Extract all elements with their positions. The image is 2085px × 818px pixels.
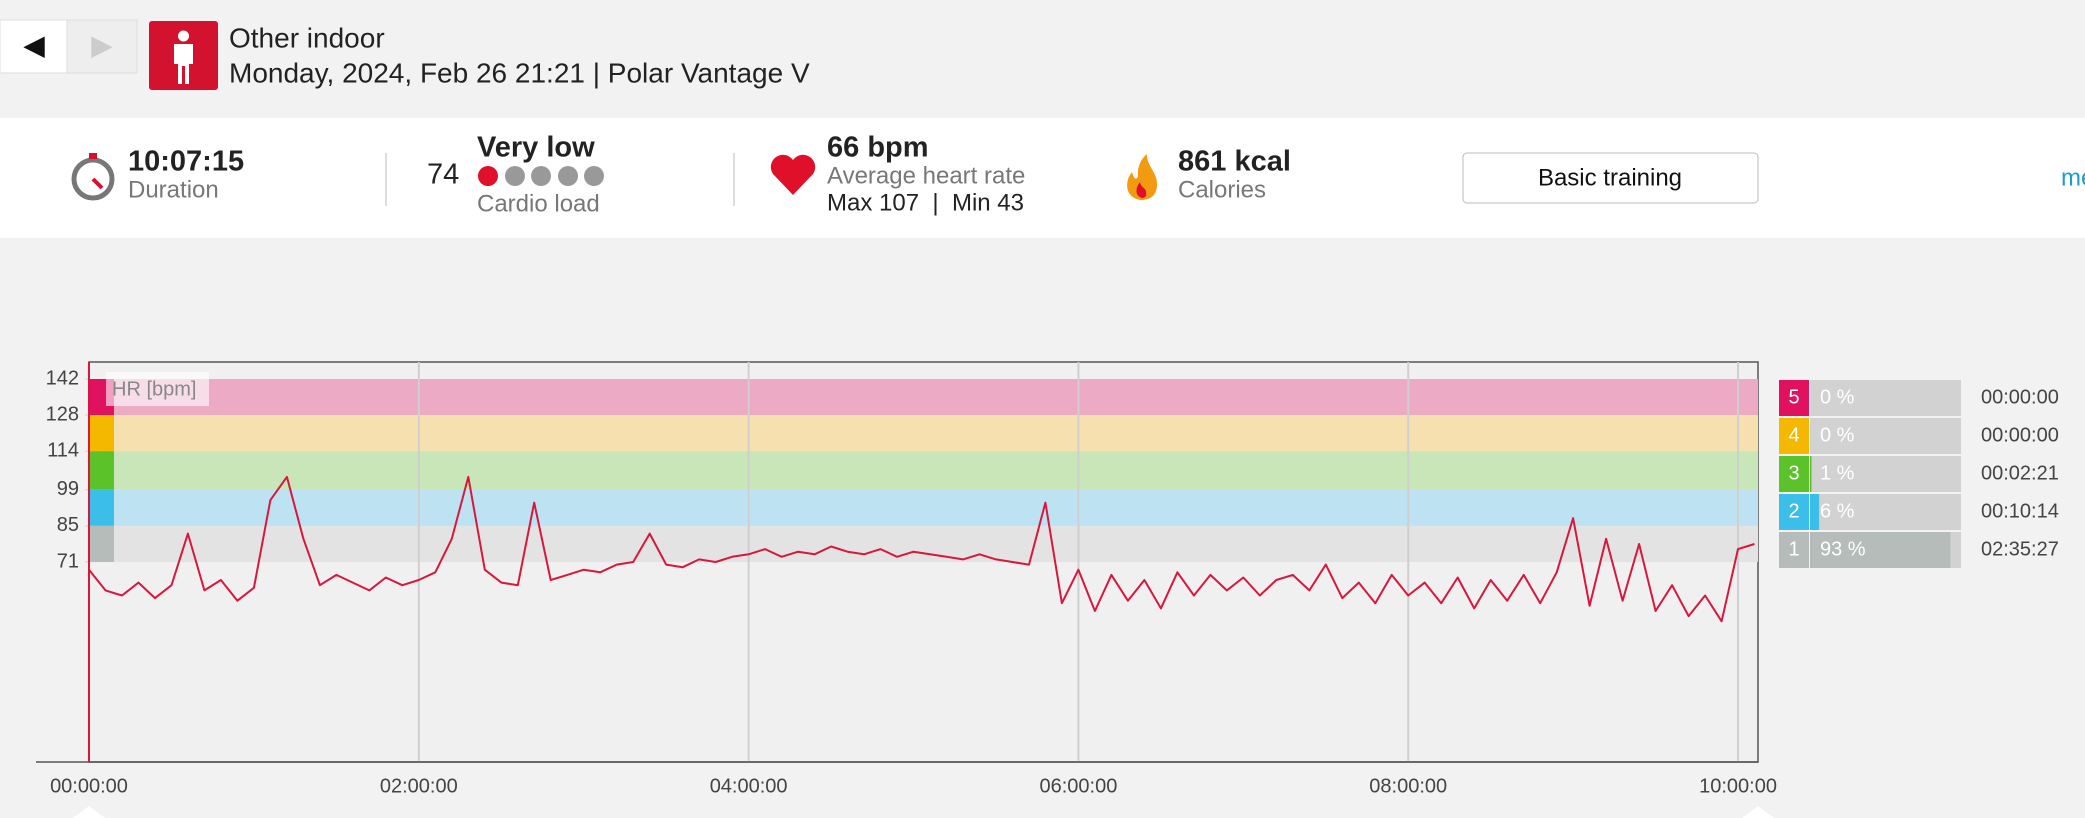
zone-percent: 0 % (1820, 424, 1855, 446)
x-tick-label: 06:00:00 (1039, 775, 1117, 797)
zone-bar (1810, 494, 1820, 530)
zone-percent: 6 % (1820, 500, 1855, 522)
zone-bar-bg (1810, 494, 1961, 530)
cardio-load-value: 74 (427, 159, 459, 191)
y-tick-label: 114 (47, 439, 79, 461)
x-tick-label: 10:00:00 (1699, 775, 1777, 797)
zone-number: 2 (1788, 500, 1799, 522)
hr-label: Average heart rate (827, 162, 1025, 189)
zone-number: 1 (1788, 538, 1799, 560)
calories-label: Calories (1178, 176, 1266, 203)
y-tick-label: 85 (57, 514, 79, 536)
zone-swatch (89, 489, 114, 526)
zone-bar-bg (1810, 456, 1961, 492)
zone-bar (1810, 456, 1812, 492)
label-box (106, 372, 209, 406)
zone-time: 00:10:14 (1981, 500, 2059, 522)
range-handle (73, 806, 105, 818)
zone-percent: 93 % (1820, 538, 1866, 560)
x-tick-label: 08:00:00 (1369, 775, 1447, 797)
hr-line (88, 475, 1755, 623)
zone-band (89, 451, 1758, 490)
forward-button[interactable] (66, 19, 138, 74)
zone-number-box (1779, 494, 1809, 530)
y-tick-label: 142 (46, 367, 79, 389)
summary-bar (0, 118, 2085, 238)
range-handle (1742, 806, 1774, 818)
sport-name: Other indoor (229, 22, 385, 53)
forward-arrow[interactable]: ▶ (91, 29, 113, 60)
back-button[interactable] (0, 19, 68, 74)
zone-number: 5 (1788, 386, 1799, 408)
zone-bar-bg (1810, 418, 1961, 454)
hr-value: 66 bpm (827, 132, 929, 164)
zone-number-box (1779, 456, 1809, 492)
zone-time: 00:00:00 (1981, 386, 2059, 408)
zone-swatch (89, 415, 114, 452)
y-tick-label: 99 (57, 478, 79, 500)
hr-range: Max 107 | Min 43 (827, 189, 1024, 216)
zone-time: 00:02:21 (1981, 462, 2059, 484)
zone-number: 3 (1788, 462, 1799, 484)
back-arrow[interactable]: ◀ (23, 29, 45, 60)
flame-core (1136, 182, 1147, 198)
heart-icon (770, 154, 816, 195)
calories-value: 861 kcal (1178, 146, 1291, 178)
zone-number-box (1779, 380, 1809, 416)
zone-time: 00:00:00 (1981, 424, 2059, 446)
cardio-label: Cardio load (477, 190, 600, 217)
zone-bar (1810, 532, 1951, 568)
y-axis-label: HR [bpm] (112, 378, 196, 400)
duration-value: 10:07:15 (128, 146, 244, 178)
zone-percent: 0 % (1820, 386, 1855, 408)
benefit-button[interactable] (1462, 152, 1759, 204)
benefit-text[interactable]: Basic training (1538, 164, 1682, 191)
zone-bar-bg (1810, 380, 1961, 416)
person-icon (174, 30, 193, 84)
x-tick-label: 04:00:00 (710, 775, 788, 797)
y-tick-label: 128 (46, 403, 79, 425)
zone-band (89, 489, 1758, 526)
y-tick-label: 71 (57, 550, 79, 572)
duration-label: Duration (128, 176, 219, 203)
cardio-level: Very low (477, 132, 595, 164)
zone-number: 4 (1788, 424, 1799, 446)
zone-number-box (1779, 418, 1809, 454)
stopwatch-icon (71, 153, 115, 201)
x-tick-label: 02:00:00 (380, 775, 458, 797)
zone-band (89, 525, 1758, 562)
flame-icon (1127, 154, 1158, 200)
cardio-dots (478, 166, 604, 186)
zone-time: 02:35:27 (1981, 538, 2059, 560)
x-tick-label: 00:00:00 (50, 775, 128, 797)
session-subtitle: Monday, 2024, Feb 26 21:21 | Polar Vanta… (229, 57, 810, 88)
zone-swatch (89, 451, 114, 490)
zone-swatch (89, 525, 114, 562)
zone-number-box (1779, 532, 1809, 568)
zone-band (89, 379, 1758, 416)
more-link[interactable]: me (2061, 164, 2085, 191)
zone-band (89, 415, 1758, 452)
zone-percent: 1 % (1820, 462, 1855, 484)
